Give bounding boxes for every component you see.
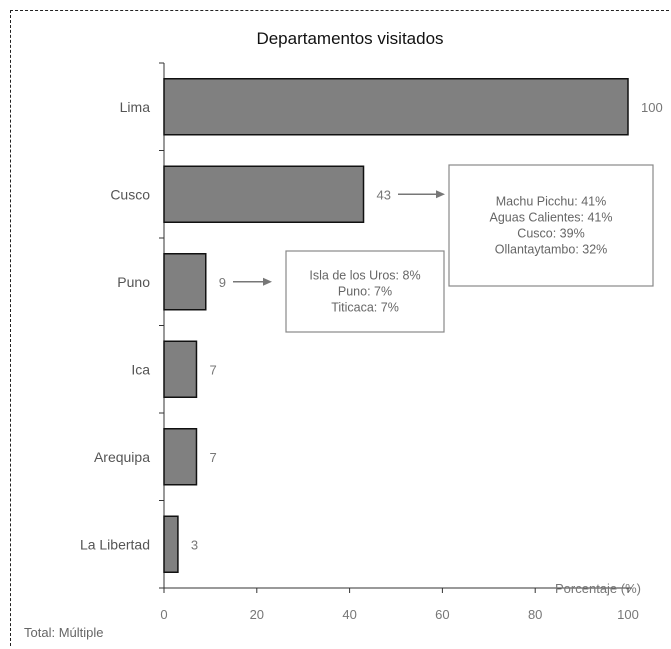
x-tick-label: 40 [342,607,356,622]
bar [163,253,207,311]
bar [163,515,179,573]
annotation-arrow-head [263,277,272,286]
annotation-box [285,250,445,333]
annotation-line: Cusco: 39% [517,227,584,241]
value-label: 9 [219,275,226,290]
x-tick-label: 100 [617,607,639,622]
annotation-line: Machu Picchu: 41% [496,195,606,209]
annotation-line: Titicaca: 7% [331,301,399,315]
value-label: 3 [191,537,198,552]
x-tick-label: 80 [528,607,542,622]
bar [163,165,365,223]
footer-total-label: Total [24,625,52,640]
category-label: Ica [131,361,150,377]
chart-frame [10,10,669,646]
annotation-line: Aguas Calientes: 41% [490,211,613,225]
category-label: Arequipa [94,449,150,465]
x-tick-label: 20 [250,607,264,622]
category-label: Cusco [110,186,150,202]
footer-total: Total: Múltiple [24,625,104,640]
bar [163,428,198,486]
category-label: La Libertad [80,536,150,552]
value-label: 100 [641,100,663,115]
x-tick-label: 0 [160,607,167,622]
category-label: Lima [120,99,151,115]
annotation-line: Puno: 7% [338,285,392,299]
annotation-box [448,164,654,287]
annotation-line: Isla de los Uros: 8% [309,269,420,283]
x-axis-label: Porcentaje (%) [555,581,641,596]
chart-title: Departamentos visitados [256,29,443,48]
bar [163,78,629,136]
bar [163,340,198,398]
value-label: 43 [377,187,391,202]
footer-total-value: : Múltiple [51,625,103,640]
x-tick-label: 60 [435,607,449,622]
annotation-arrow-head [436,190,445,199]
annotation-line: Ollantaytambo: 32% [495,243,608,257]
category-label: Puno [117,274,150,290]
value-label: 7 [209,362,216,377]
value-label: 7 [209,450,216,465]
